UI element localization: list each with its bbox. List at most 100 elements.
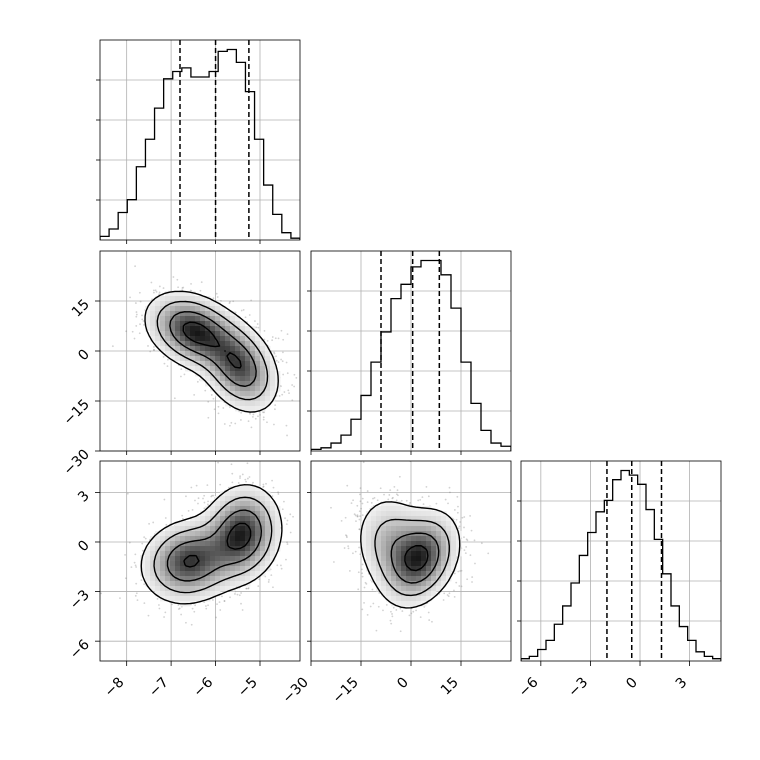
scatter-point [291,384,294,386]
density-cell [240,541,246,547]
scatter-point [139,323,141,326]
density-cell [190,546,196,552]
density-cell [255,361,261,367]
contour-level-0 [182,321,242,369]
density-cell [270,381,276,387]
density-cell [210,556,216,562]
density-cell [185,591,191,597]
density-cell [225,376,231,382]
density-cell [160,326,166,332]
scatter-point [177,608,180,610]
density-cell [225,346,231,352]
density-cell [185,566,191,572]
scatter-point [287,389,290,392]
scatter-point [232,300,235,303]
scatter-point [463,516,466,518]
scatter-point [241,473,244,476]
density-cell [270,531,276,537]
density-cell [250,406,256,412]
density-cell [240,321,246,327]
density-cell [225,311,231,317]
scatter-point [240,602,242,605]
density-cell [190,531,196,537]
density-cell [165,546,171,552]
scatter-point [219,483,222,486]
density-cell [220,566,226,572]
scatter-point [180,375,182,378]
density-cell [230,336,236,342]
density-cell [175,326,181,332]
density-cell [235,371,241,377]
density-cell [200,536,206,542]
scatter-point [124,553,126,556]
density-cell [185,556,191,562]
density-cell [190,316,196,322]
density-cell [245,401,251,407]
density-cell [225,526,231,532]
scatter-point [395,499,398,502]
scatter-point [180,368,183,371]
density-cell [265,386,271,392]
density-cell [245,496,251,502]
density-cell [235,386,241,392]
histogram-panel-1 [307,250,512,452]
density-cell [190,301,196,307]
scatter-point [136,599,139,602]
density-cell [270,546,276,552]
density-cell [195,356,201,362]
scatter-point [210,394,213,396]
density-cell [170,351,176,357]
scatter-point [474,562,476,565]
density-cell [210,581,216,587]
scatter-point [250,299,253,302]
density-cell [230,586,236,592]
scatter-point [165,523,168,526]
density-cell [185,576,191,582]
density-cell [230,396,236,402]
density-cell [185,581,191,587]
scatter-point [190,623,193,626]
density-cell [160,576,166,582]
scatter-point [242,309,245,311]
scatter-point [391,497,394,500]
scatter-point [177,286,180,289]
density-cell [230,346,236,352]
density-cell [195,346,201,352]
density-cell [270,366,276,372]
density-cell [150,311,156,317]
scatter-point [135,592,138,595]
scatter-point [153,346,155,348]
density-cell [225,561,231,567]
density-cell [265,506,271,512]
density-cell [190,556,196,562]
density-cell [240,391,246,397]
scatter-point [277,491,279,494]
density-cell [185,331,191,337]
density-cell [190,591,196,597]
density-cell [180,576,186,582]
density-cell [270,551,276,557]
scatter-point [471,576,474,578]
scatter-point [273,352,276,355]
density-cell [240,526,246,532]
density-cell [210,316,216,322]
density-cell [230,486,236,492]
density-cell [185,301,191,307]
scatter-point [469,554,472,557]
density-cell [240,356,246,362]
scatter-point [139,300,142,303]
scatter-point [448,486,451,489]
density-cell [165,301,171,307]
scatter-point [172,276,175,278]
scatter-point [134,302,137,304]
density-cell [195,531,201,537]
scatter-point [251,415,254,418]
density-cell [240,376,246,382]
scatter-point [167,358,169,361]
density-cell [205,306,211,312]
density-cell [190,321,196,327]
scatter-panel-1-2 [310,460,512,662]
scatter-point [282,373,285,376]
density-cell [185,541,191,547]
density-cell [275,526,281,532]
